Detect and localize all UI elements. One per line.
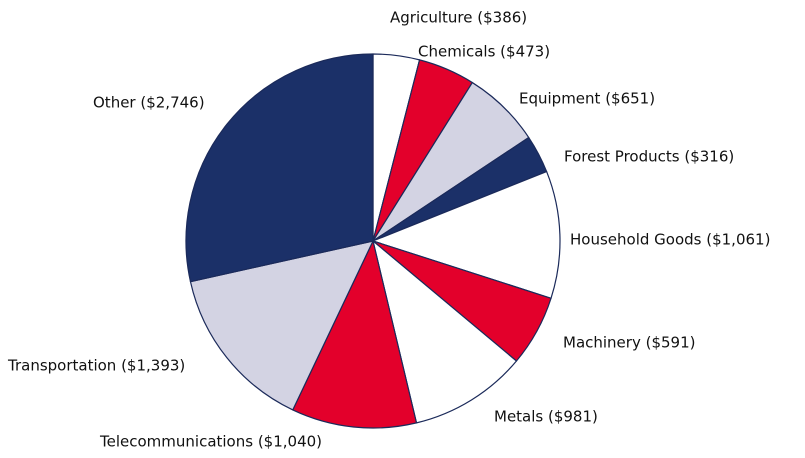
pie-slice <box>185 53 374 283</box>
slice-label: Chemicals ($473) <box>418 43 550 61</box>
slice-label: Machinery ($591) <box>563 334 695 352</box>
slice-label: Equipment ($651) <box>519 90 655 108</box>
slice-label: Metals ($981) <box>494 408 598 426</box>
slice-label: Household Goods ($1,061) <box>570 231 770 249</box>
pie-slice <box>372 170 561 299</box>
slice-label: Forest Products ($316) <box>564 148 734 166</box>
slice-label: Other ($2,746) <box>93 94 205 112</box>
slice-label: Telecommunications ($1,040) <box>99 433 322 451</box>
pie-slice <box>292 240 418 429</box>
pie-slice <box>189 240 374 411</box>
slice-label: Transportation ($1,393) <box>7 357 185 375</box>
slice-label: Agriculture ($386) <box>390 9 527 27</box>
pie-slice <box>372 240 518 424</box>
